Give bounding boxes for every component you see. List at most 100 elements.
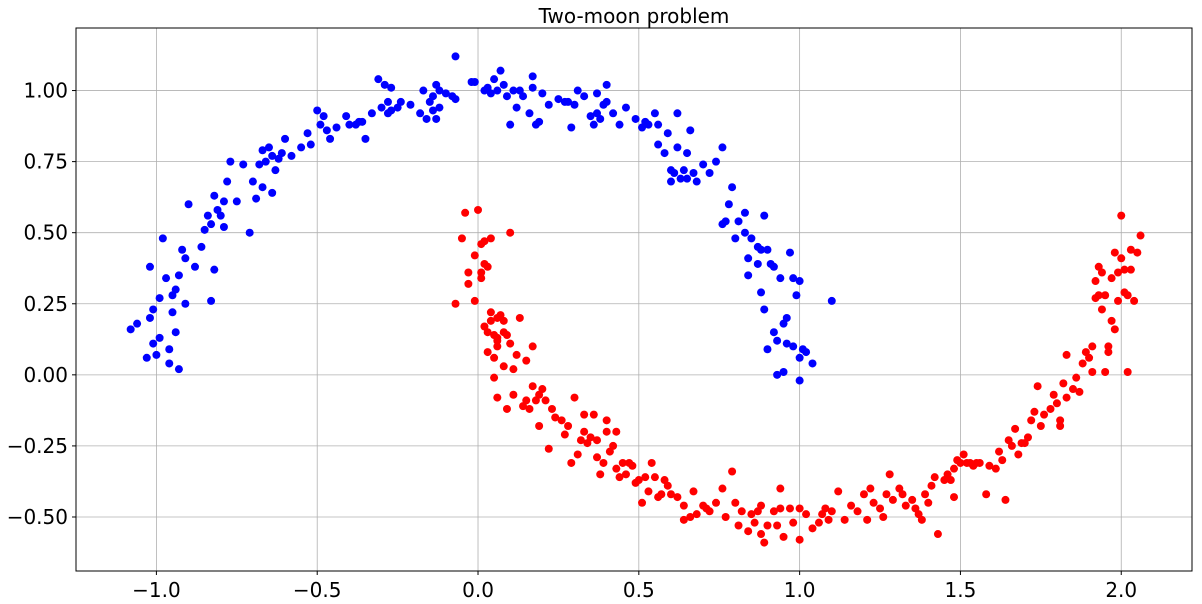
red-point — [470, 251, 479, 260]
red-point — [573, 450, 582, 459]
red-point — [457, 234, 466, 243]
red-point — [663, 481, 672, 490]
blue-point — [792, 291, 801, 300]
blue-point — [268, 188, 277, 197]
red-point — [525, 404, 534, 413]
red-point — [570, 393, 579, 402]
blue-point — [152, 350, 161, 359]
red-point — [908, 495, 917, 504]
red-point — [541, 396, 550, 405]
red-point — [593, 436, 602, 445]
blue-point — [795, 376, 804, 385]
blue-point — [586, 112, 595, 121]
blue-point — [264, 143, 273, 152]
blue-point — [207, 296, 216, 305]
red-point — [1052, 399, 1061, 408]
red-point — [692, 510, 701, 519]
blue-point — [248, 177, 257, 186]
red-point — [869, 498, 878, 507]
red-point — [483, 262, 492, 271]
blue-point — [126, 325, 135, 334]
red-point — [580, 410, 589, 419]
blue-point — [580, 92, 589, 101]
x-tick-label: 2.0 — [1105, 578, 1137, 602]
blue-point — [747, 234, 756, 243]
red-point — [898, 490, 907, 499]
red-point — [1023, 433, 1032, 442]
blue-point — [306, 140, 315, 149]
blue-point — [573, 86, 582, 95]
blue-point — [785, 248, 794, 257]
blue-point — [271, 166, 280, 175]
red-point — [509, 365, 518, 374]
blue-point — [773, 370, 782, 379]
red-point — [490, 373, 499, 382]
red-point — [1056, 422, 1065, 431]
red-point — [1136, 231, 1145, 240]
blue-point — [644, 120, 653, 129]
red-point — [1101, 367, 1110, 376]
red-point — [1036, 422, 1045, 431]
blue-point — [380, 80, 389, 89]
red-point — [705, 507, 714, 516]
blue-point — [313, 106, 322, 115]
blue-point — [207, 220, 216, 229]
y-tick-label: −0.25 — [7, 434, 68, 458]
blue-point — [162, 274, 171, 283]
blue-point — [406, 100, 415, 109]
blue-point — [470, 78, 479, 87]
red-point — [795, 504, 804, 513]
blue-point — [223, 177, 232, 186]
red-point — [528, 382, 537, 391]
red-point — [876, 504, 885, 513]
red-point — [924, 498, 933, 507]
red-point — [506, 228, 515, 237]
x-tick-label: 1.0 — [784, 578, 816, 602]
red-point — [493, 342, 502, 351]
blue-point — [219, 197, 228, 206]
red-point — [657, 490, 666, 499]
red-point — [1097, 305, 1106, 314]
red-point — [1123, 367, 1132, 376]
blue-point — [679, 166, 688, 175]
blue-point — [200, 225, 209, 234]
blue-point — [666, 177, 675, 186]
red-point — [760, 538, 769, 547]
red-point — [1078, 359, 1087, 368]
blue-point — [795, 353, 804, 362]
red-point — [1104, 342, 1113, 351]
y-tick-label: 0.75 — [23, 150, 68, 174]
red-point — [474, 205, 483, 214]
blue-point — [377, 103, 386, 112]
blue-point — [673, 109, 682, 118]
red-point — [599, 458, 608, 467]
blue-point — [502, 92, 511, 101]
blue-point — [181, 299, 190, 308]
blue-point — [252, 194, 261, 203]
blue-point — [428, 106, 437, 115]
blue-point — [721, 217, 730, 226]
blue-point — [374, 75, 383, 84]
red-point — [888, 495, 897, 504]
red-point — [522, 356, 531, 365]
blue-point — [197, 242, 206, 251]
red-point — [580, 427, 589, 436]
blue-point — [332, 123, 341, 132]
blue-point — [779, 367, 788, 376]
red-point — [757, 501, 766, 510]
blue-point — [149, 305, 158, 314]
blue-point — [802, 348, 811, 357]
blue-point — [441, 89, 450, 98]
blue-point — [686, 126, 695, 135]
blue-point — [683, 174, 692, 183]
blue-point — [165, 359, 174, 368]
blue-point — [782, 339, 791, 348]
blue-point — [740, 208, 749, 217]
red-point — [950, 464, 959, 473]
red-point — [486, 316, 495, 325]
red-point — [686, 512, 695, 521]
red-point — [827, 507, 836, 516]
blue-point — [589, 120, 598, 129]
red-point — [612, 427, 621, 436]
red-point — [814, 518, 823, 527]
